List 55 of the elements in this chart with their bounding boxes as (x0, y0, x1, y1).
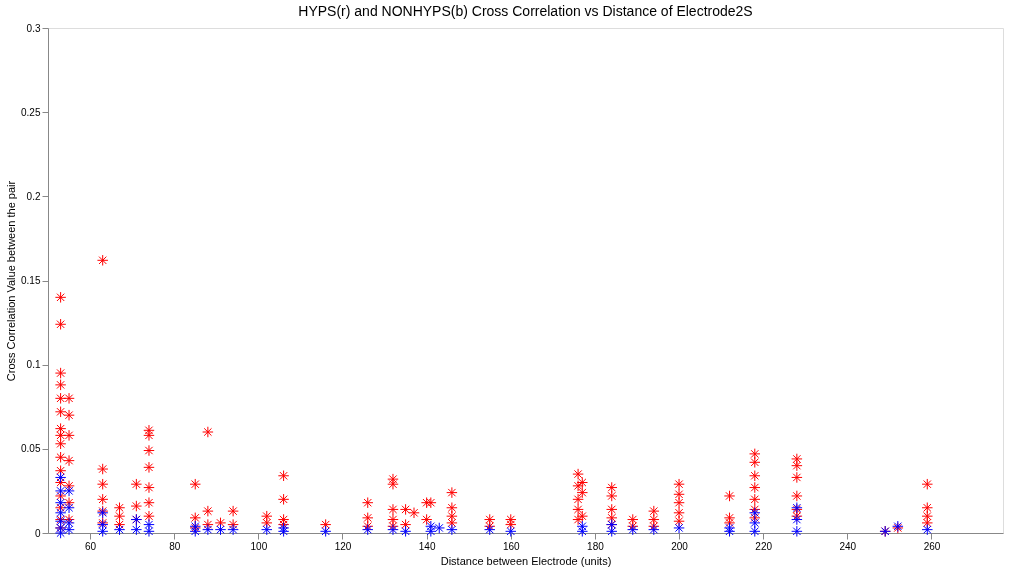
x-tick-label: 120 (334, 540, 352, 552)
point (202, 523, 214, 536)
point (606, 525, 618, 538)
point (96, 525, 109, 538)
y-tick-label: 0.15 (21, 275, 41, 286)
y-tick-label: 0.3 (26, 22, 41, 34)
point (54, 485, 67, 497)
point (277, 525, 290, 538)
y-tick-label: 0.2 (26, 190, 41, 202)
y-tick-label: 0 (34, 527, 41, 539)
point (673, 522, 685, 534)
point (361, 523, 374, 536)
y-tick-label: 0.1 (26, 359, 41, 371)
point (214, 523, 227, 536)
point (387, 523, 399, 536)
x-axis-title: Distance between Electrode (units) (440, 554, 612, 567)
point (627, 523, 639, 536)
point (63, 485, 75, 497)
x-tick-label: 140 (418, 540, 436, 552)
x-tick-label: 240 (839, 540, 857, 552)
point (791, 513, 803, 526)
point (261, 523, 273, 536)
point (446, 523, 458, 536)
point (921, 523, 934, 536)
point (277, 522, 290, 534)
point (227, 523, 239, 536)
point (54, 471, 67, 484)
y-tick-label: 0.05 (21, 443, 41, 455)
chart-title: HYPS(r) and NONHYPS(b) Cross Correlation vs Distance of Electrode2S (298, 3, 753, 19)
x-tick-label: 220 (755, 540, 773, 552)
point (113, 523, 126, 536)
point (723, 522, 736, 534)
point (54, 496, 67, 509)
x-tick-label: 180 (587, 540, 605, 552)
point (505, 525, 517, 538)
x-tick-label: 80 (169, 540, 181, 552)
point (399, 525, 412, 538)
x-tick-label: 260 (923, 540, 941, 552)
x-tick-label: 200 (671, 540, 689, 552)
point (319, 525, 332, 538)
y-axis-title: Cross Correlation Value between the pair (5, 180, 18, 382)
point (143, 525, 155, 538)
x-tick-label: 160 (502, 540, 521, 552)
point (749, 525, 761, 538)
x-tick-label: 60 (85, 540, 97, 552)
point (143, 518, 155, 531)
point (723, 525, 736, 538)
point (749, 507, 761, 519)
y-tick-label: 0.25 (21, 106, 41, 118)
point (130, 523, 143, 536)
x-tick-label: 100 (250, 540, 268, 552)
point (648, 523, 660, 536)
point (791, 525, 803, 538)
point (484, 523, 496, 536)
point (749, 517, 761, 529)
